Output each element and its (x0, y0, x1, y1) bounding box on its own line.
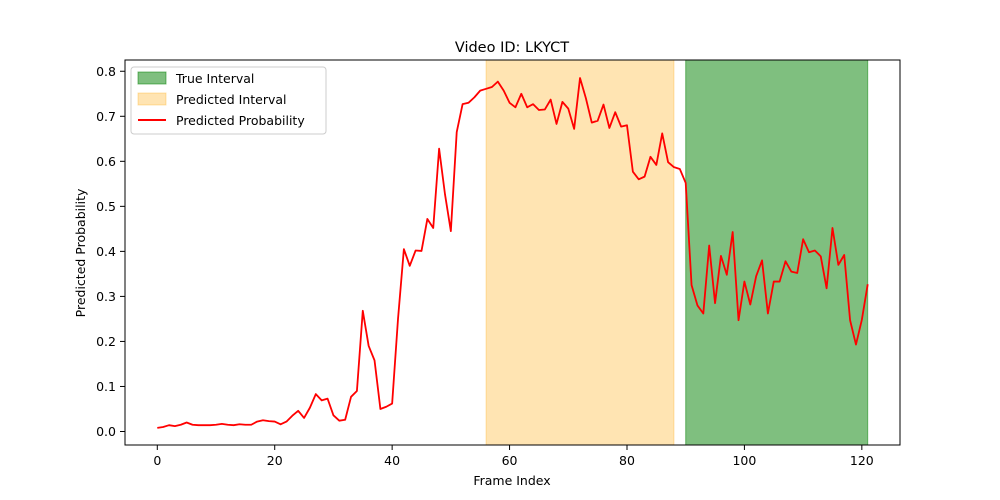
y-tick-label: 0.0 (96, 424, 116, 439)
axes (124, 59, 901, 446)
x-tick-label: 60 (502, 453, 518, 468)
true-interval-band (685, 59, 869, 446)
legend-swatch-predicted-interval (137, 92, 167, 106)
plot-frame (124, 59, 901, 446)
y-tick-label: 0.7 (96, 109, 116, 124)
y-tick-label: 0.8 (96, 64, 116, 79)
ticks: 0 20 40 60 80 100 120 0.0 0.1 0.2 0.3 0.4 0.5 0.6 0.7 0… (96, 64, 874, 468)
y-tick-label: 0.1 (96, 379, 116, 394)
y-tick-label: 0.3 (96, 289, 116, 304)
legend-label-true-interval: True Interval (175, 71, 254, 86)
x-tick-label: 80 (619, 453, 635, 468)
legend-frame (130, 66, 327, 135)
legend: True Interval Predicted Interval Predict… (130, 66, 327, 135)
predicted-interval-band (485, 59, 675, 446)
y-tick-label: 0.2 (96, 334, 116, 349)
x-tick-label: 100 (732, 453, 756, 468)
x-tick-label: 0 (153, 453, 161, 468)
x-tick-label: 20 (267, 453, 283, 468)
y-tick-label: 0.4 (96, 244, 116, 259)
x-axis-label: Frame Index (473, 473, 550, 488)
legend-swatch-true-interval (137, 71, 167, 85)
interval-bands (485, 59, 869, 446)
y-tick-label: 0.5 (96, 199, 116, 214)
y-axis-label: Predicted Probability (73, 188, 88, 317)
legend-label-predicted-probability: Predicted Probability (176, 113, 305, 128)
x-tick-label: 120 (850, 453, 874, 468)
series-layer (157, 77, 869, 429)
x-tick-label: 40 (384, 453, 400, 468)
series-line-predicted-probability (157, 77, 869, 429)
legend-label-predicted-interval: Predicted Interval (176, 92, 287, 107)
y-tick-label: 0.6 (96, 154, 116, 169)
chart-title: Video ID: LKYCT (455, 40, 569, 56)
